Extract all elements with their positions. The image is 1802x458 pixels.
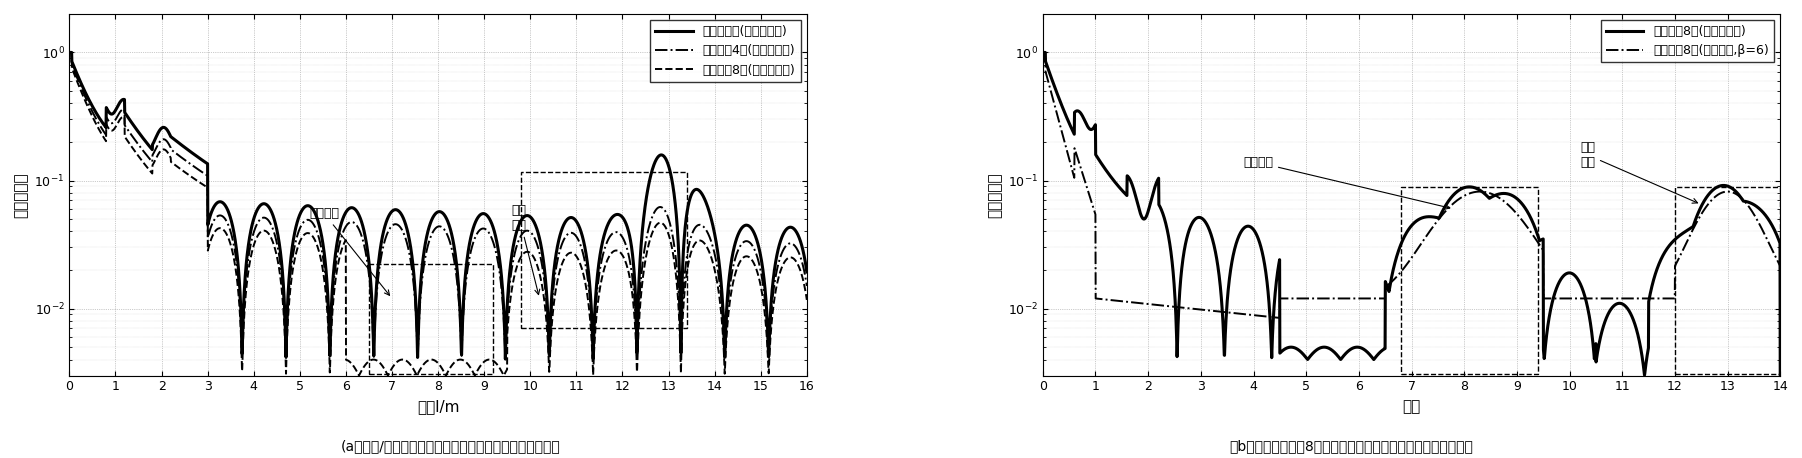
- Text: 局部缺陷: 局部缺陷: [1243, 156, 1451, 209]
- Text: (a）正常/局部热老化缺陷电缆的定位效果（未加窗处理）: (a）正常/局部热老化缺陷电缆的定位效果（未加窗处理）: [341, 439, 560, 453]
- Bar: [1400, 187, 1537, 374]
- Text: 电缆
末端: 电缆 末端: [512, 204, 541, 294]
- Y-axis label: 归一化幅值: 归一化幅值: [987, 172, 1002, 218]
- Text: 局部缺陷: 局部缺陷: [310, 207, 389, 295]
- Text: （b）局部热老化（8天）缺陷电缆的定位效果（加窗处理前后）: （b）局部热老化（8天）缺陷电缆的定位效果（加窗处理前后）: [1229, 439, 1474, 453]
- Bar: [1674, 187, 1780, 374]
- Legend: 未老化电缆(未加窗处理), 老化电缆4天(未加窗处理), 老化电缆8天(未加窗处理): 未老化电缆(未加窗处理), 老化电缆4天(未加窗处理), 老化电缆8天(未加窗处…: [651, 20, 800, 82]
- Y-axis label: 归一化幅值: 归一化幅值: [14, 172, 29, 218]
- Bar: [521, 172, 687, 328]
- Text: 电缆
末端: 电缆 末端: [1580, 141, 1697, 203]
- X-axis label: 距离l/m: 距离l/m: [416, 399, 460, 414]
- X-axis label: 距离: 距离: [1402, 399, 1420, 414]
- Legend: 老化电缆8天(未加窗处理), 老化电缆8天(加窗处理,β=6): 老化电缆8天(未加窗处理), 老化电缆8天(加窗处理,β=6): [1600, 20, 1773, 62]
- Bar: [369, 264, 494, 374]
